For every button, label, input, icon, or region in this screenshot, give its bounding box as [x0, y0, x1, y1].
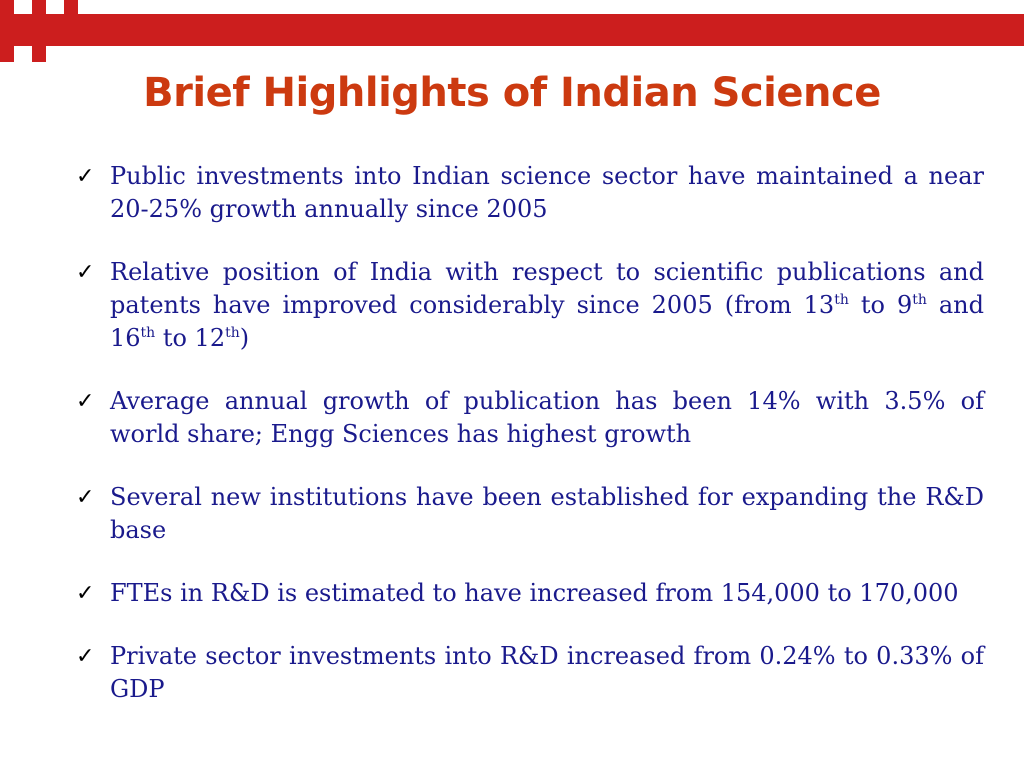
bullet-item-publication-growth: ✓ Average annual growth of publication h… — [72, 385, 984, 451]
corner-decoration-gap-2 — [46, 0, 64, 14]
bullet-item-ftes: ✓ FTEs in R&D is estimated to have incre… — [72, 577, 984, 610]
bullet-text: Several new institutions have been estab… — [110, 483, 984, 544]
header-accent-bar — [0, 14, 1024, 46]
bullet-text: Average annual growth of publication has… — [110, 387, 984, 448]
check-icon: ✓ — [76, 389, 95, 414]
check-icon: ✓ — [76, 164, 95, 189]
check-icon: ✓ — [76, 260, 95, 285]
check-icon: ✓ — [76, 485, 95, 510]
bullet-item-private-investments: ✓ Private sector investments into R&D in… — [72, 640, 984, 706]
slide-title: Brief Highlights of Indian Science — [143, 70, 881, 116]
bullet-item-relative-position: ✓ Relative position of India with respec… — [72, 256, 984, 355]
bullet-list: ✓ Public investments into Indian science… — [72, 160, 984, 736]
check-icon: ✓ — [76, 581, 95, 606]
bullet-item-public-investments: ✓ Public investments into Indian science… — [72, 160, 984, 226]
bullet-text: Relative position of India with respect … — [110, 258, 984, 352]
bullet-text: Private sector investments into R&D incr… — [110, 642, 984, 703]
bullet-item-new-institutions: ✓ Several new institutions have been est… — [72, 481, 984, 547]
bullet-text: FTEs in R&D is estimated to have increas… — [110, 579, 959, 607]
check-icon: ✓ — [76, 644, 95, 669]
bullet-text: Public investments into Indian science s… — [110, 162, 984, 223]
